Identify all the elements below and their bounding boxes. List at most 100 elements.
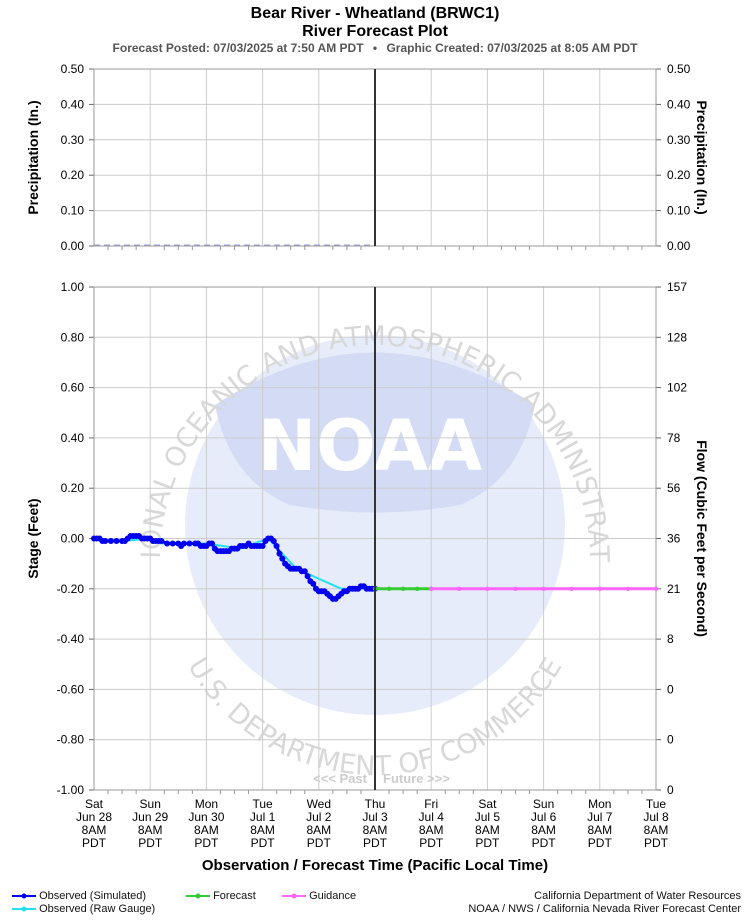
data-point-observed-simulated [209,540,215,547]
precip-ytick-label-right: 0.00 [667,239,691,253]
stage-ytick-label-right: 157 [667,280,687,294]
data-point-guidance [513,586,518,591]
legend-item-forecast: Forecast [186,890,256,902]
x-tick-line: Mon [588,797,611,811]
x-tick-line: Jun 28 [76,810,112,824]
legend-label-observed-simulated: Observed (Simulated) [39,890,147,902]
x-tick-line: Jul 4 [419,810,445,824]
x-tick-line: Wed [307,797,331,811]
x-tick-line: PDT [82,836,107,850]
future-label: Future >>> [383,771,450,786]
precip-ytick-label-right: 0.50 [667,62,691,76]
x-tick-line: Jul 3 [362,810,388,824]
data-point-observed-simulated [113,538,120,544]
data-point-guidance [541,586,546,591]
stage-ytick-label-right: 56 [667,481,681,495]
data-point-guidance [457,586,462,591]
stage-ytick-label-right: 102 [667,381,687,395]
stage-flow-panel: 1.00 157 0.80 128 0.60 102 0.40 78 0.20 56 0.00 36 -… [25,280,710,874]
header-bullet: • [373,41,377,55]
legend-swatch-observed-raw [12,906,36,912]
forecast-posted-text: Forecast Posted: 07/03/2025 at 7:50 AM P… [113,41,365,55]
legend-label-guidance: Guidance [309,890,357,902]
precip-ylabel-right: Precipitation (In.) [694,100,710,214]
stage-ytick-label-right: 78 [667,431,681,445]
data-point-observed-simulated [186,540,193,547]
stage-ytick-label-right: 0 [667,783,674,797]
data-point-observed-simulated [107,538,114,544]
legend-item-guidance: Guidance [282,890,356,902]
credit-noaa: NOAA / NWS / California Nevada River For… [468,903,741,915]
x-tick-line: PDT [307,836,332,850]
x-tick-line: Jul 6 [531,810,557,824]
credit-dwr: California Department of Water Resources [534,890,741,902]
stage-ytick-label: 0.60 [61,381,85,395]
stage-ytick-label-right: 21 [667,582,681,596]
chart-subtitle: River Forecast Plot [302,23,449,40]
stage-ytick-label-right: 0 [667,682,674,696]
x-tick-line: 8AM [194,823,219,837]
stage-ytick-label: 0.80 [61,330,85,344]
stage-ytick-label-right: 0 [667,733,674,747]
graphic-created-text: Graphic Created: 07/03/2025 at 8:05 AM P… [386,41,638,55]
x-tick-line: Tue [646,797,667,811]
x-tick-line: 8AM [644,823,669,837]
stage-ytick-label-right: 36 [667,532,681,546]
x-tick-line: Jun 29 [132,810,168,824]
x-tick-line: 8AM [419,823,444,837]
precip-ytick-label: 0.50 [61,62,85,76]
x-tick-line: 8AM [250,823,275,837]
data-point-observed-simulated [270,538,277,544]
precip-ytick-label: 0.40 [61,97,85,111]
legend-swatch-forecast [186,893,210,899]
stage-ylabel: Stage (Feet) [25,498,41,578]
stage-ytick-label: -1.00 [57,783,85,797]
x-tick-line: 8AM [587,823,612,837]
x-tick-line: Jul 2 [306,810,332,824]
stage-ytick-label: -0.60 [57,682,85,696]
x-tick-line: Sat [85,797,104,811]
x-tick-line: 8AM [82,823,107,837]
x-tick-line: PDT [588,836,613,850]
legend-swatch-guidance [282,893,306,899]
precip-ytick-label-right: 0.30 [667,133,691,147]
data-point-guidance [597,586,602,591]
x-tick-line: Jul 1 [250,810,276,824]
stage-ylabel-right: Flow (Cubic Feet per Second) [694,440,710,637]
noaa-watermark: NOAA NATIONAL OCEANIC AND ATMOSPHERIC AD… [0,0,614,782]
precip-ytick-label: 0.10 [61,204,85,218]
data-point-guidance [569,586,574,591]
posted-created-line: Forecast Posted: 07/03/2025 at 7:50 AM P… [113,41,639,55]
x-axis-title: Observation / Forecast Time (Pacific Loc… [202,857,548,874]
data-point-observed-simulated [304,573,311,580]
precip-ytick-label-right: 0.40 [667,97,691,111]
stage-ytick-label: 0.40 [61,431,85,445]
stage-ytick-label: 1.00 [61,280,85,294]
x-tick-line: PDT [363,836,388,850]
stage-ytick-label: -0.40 [57,632,85,646]
stage-ytick-label-right: 128 [667,330,687,344]
x-tick-line: 8AM [531,823,556,837]
stage-ytick-label: -0.80 [57,733,85,747]
data-point-observed-simulated [259,543,266,549]
series-line-observed-raw-gauge [93,537,375,590]
data-point-guidance [653,586,659,591]
x-tick-line: 8AM [306,823,331,837]
data-point-observed-simulated [169,540,176,547]
x-tick-line: PDT [138,836,163,850]
precip-ytick-label: 0.20 [61,168,85,182]
stage-ytick-label: 0.00 [61,532,85,546]
legend-label-observed-raw: Observed (Raw Gauge) [39,903,156,915]
x-tick-line: Sun [533,797,554,811]
